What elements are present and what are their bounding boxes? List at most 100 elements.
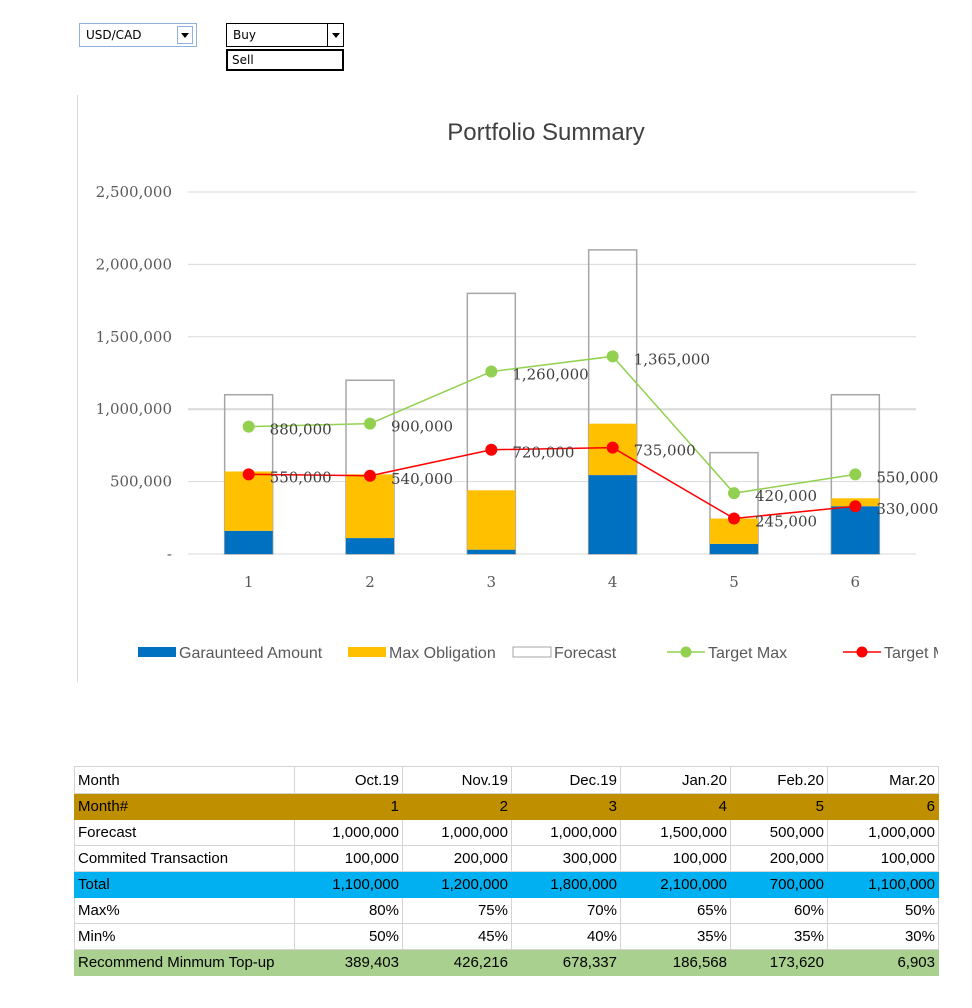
legend-swatch: [138, 647, 176, 657]
table-cell: 45%: [402, 923, 512, 950]
table-row-total: Total 1,100,000 1,200,000 1,800,000 2,100,00…: [74, 871, 939, 898]
table-cell: 2: [402, 793, 512, 820]
row-label: Total: [74, 871, 295, 898]
y-tick-label: 500,000: [110, 473, 172, 491]
target-max-point: [364, 417, 376, 430]
table-cell: Jan.20: [620, 766, 731, 794]
target-max-point: [606, 350, 619, 363]
table-cell: 5: [730, 793, 828, 820]
table-row-month: Month Oct.19 Nov.19 Dec.19 Jan.20 Feb.20 Mar.2…: [74, 766, 939, 794]
table-cell: 40%: [511, 923, 621, 950]
target-max-point: [849, 468, 862, 481]
portfolio-data-table: Month Oct.19 Nov.19 Dec.19 Jan.20 Feb.20 Mar.2…: [74, 766, 939, 976]
trade-side-value: Buy: [233, 28, 256, 42]
table-cell: 50%: [294, 923, 403, 950]
guaranteed-amount-bar: [467, 549, 516, 554]
target-min-data-label: 245,000: [755, 513, 817, 531]
table-cell: Dec.19: [511, 766, 621, 794]
trade-side-dropdown[interactable]: Buy: [226, 23, 344, 47]
table-cell: 50%: [827, 897, 939, 924]
table-cell: 426,216: [402, 949, 512, 976]
table-cell: Feb.20: [730, 766, 828, 794]
row-label: Commited Transaction: [74, 845, 295, 872]
target-min-point: [485, 443, 498, 456]
table-cell: 1,000,000: [294, 819, 403, 846]
guaranteed-amount-bar: [831, 506, 880, 554]
target-min-line: [248, 446, 856, 520]
table-row-month-num: Month# 1 2 3 4 5 6: [74, 793, 939, 820]
dropdown-arrow-icon[interactable]: [327, 24, 343, 46]
table-cell: 3: [511, 793, 621, 820]
table-cell: 1,000,000: [402, 819, 512, 846]
table-cell: 200,000: [402, 845, 512, 872]
target-max-data-label: 880,000: [270, 421, 332, 439]
x-tick-label: 6: [851, 573, 861, 591]
y-tick-label: 1,000,000: [96, 400, 172, 418]
y-tick-label: 1,500,000: [96, 328, 172, 346]
target-min-data-label: 735,000: [634, 442, 696, 460]
table-cell: 1,000,000: [511, 819, 621, 846]
table-cell: 678,337: [511, 949, 621, 976]
trade-side-option-sell[interactable]: Sell: [226, 49, 344, 71]
table-cell: 80%: [294, 897, 403, 924]
target-min-point: [364, 469, 376, 482]
table-cell: 35%: [730, 923, 828, 950]
target-max-point: [728, 487, 740, 500]
target-max-data-label: 900,000: [391, 418, 453, 436]
x-tick-label: 3: [487, 573, 497, 591]
portfolio-summary-chart: Portfolio Summary - 500,000 1,000,000 1,500,…: [96, 119, 938, 662]
table-row-forecast: Forecast 1,000,000 1,000,000 1,000,000 1,500…: [74, 819, 939, 846]
table-cell: 6: [827, 793, 939, 820]
table-cell: 100,000: [294, 845, 403, 872]
target-min-data-label: 330,000: [876, 500, 938, 518]
table-cell: 6,903: [827, 949, 939, 976]
row-label: Max%: [74, 897, 295, 924]
legend-swatch-marker: [856, 646, 868, 658]
target-min-data-label: 540,000: [391, 470, 453, 488]
table-cell: Nov.19: [402, 766, 512, 794]
target-max-line: [248, 355, 856, 494]
table-cell: 389,403: [294, 949, 403, 976]
table-cell: 500,000: [730, 819, 828, 846]
row-label: Min%: [74, 923, 295, 950]
table-cell: 100,000: [827, 845, 939, 872]
table-row-commited: Commited Transaction 100,000 200,000 300,00…: [74, 845, 939, 872]
chart-title: Portfolio Summary: [447, 119, 644, 146]
target-max-data-label: 550,000: [876, 468, 938, 486]
table-cell: 1,500,000: [620, 819, 731, 846]
table-cell: 300,000: [511, 845, 621, 872]
target-max-point: [485, 365, 498, 378]
max-obligation-bar: [224, 471, 273, 531]
table-cell: 1,100,000: [294, 871, 403, 898]
table-cell: 100,000: [620, 845, 731, 872]
target-min-point: [849, 500, 862, 513]
table-cell: 35%: [620, 923, 731, 950]
dropdown-arrow-icon[interactable]: [177, 26, 193, 44]
legend-entry: Max Obligation: [389, 645, 496, 662]
currency-pair-value: USD/CAD: [86, 28, 142, 42]
max-obligation-bar: [346, 474, 394, 539]
guaranteed-amount-bar: [710, 543, 758, 554]
table-cell: 30%: [827, 923, 939, 950]
table-cell: 4: [620, 793, 731, 820]
guaranteed-amount-bar: [224, 530, 273, 554]
table-cell: Mar.20: [827, 766, 939, 794]
table-cell: 1: [294, 793, 403, 820]
x-tick-label: 5: [729, 573, 739, 591]
table-cell: 200,000: [730, 845, 828, 872]
row-label: Recommend Minmum Top-up: [74, 949, 295, 976]
target-min-point: [242, 468, 255, 481]
target-min-data-label: 720,000: [512, 444, 574, 462]
table-cell: 1,800,000: [511, 871, 621, 898]
row-label: Month: [74, 766, 295, 794]
table-row-min-pct: Min% 50% 45% 40% 35% 35% 30%: [74, 923, 939, 950]
x-tick-label: 1: [244, 573, 254, 591]
table-cell: 186,568: [620, 949, 731, 976]
table-cell: 1,200,000: [402, 871, 512, 898]
currency-pair-dropdown[interactable]: USD/CAD: [79, 23, 197, 47]
x-tick-label: 2: [365, 573, 375, 591]
target-max-data-label: 420,000: [755, 487, 817, 505]
table-cell: 700,000: [730, 871, 828, 898]
max-obligation-bar: [467, 490, 516, 550]
guaranteed-amount-bar: [346, 538, 394, 554]
